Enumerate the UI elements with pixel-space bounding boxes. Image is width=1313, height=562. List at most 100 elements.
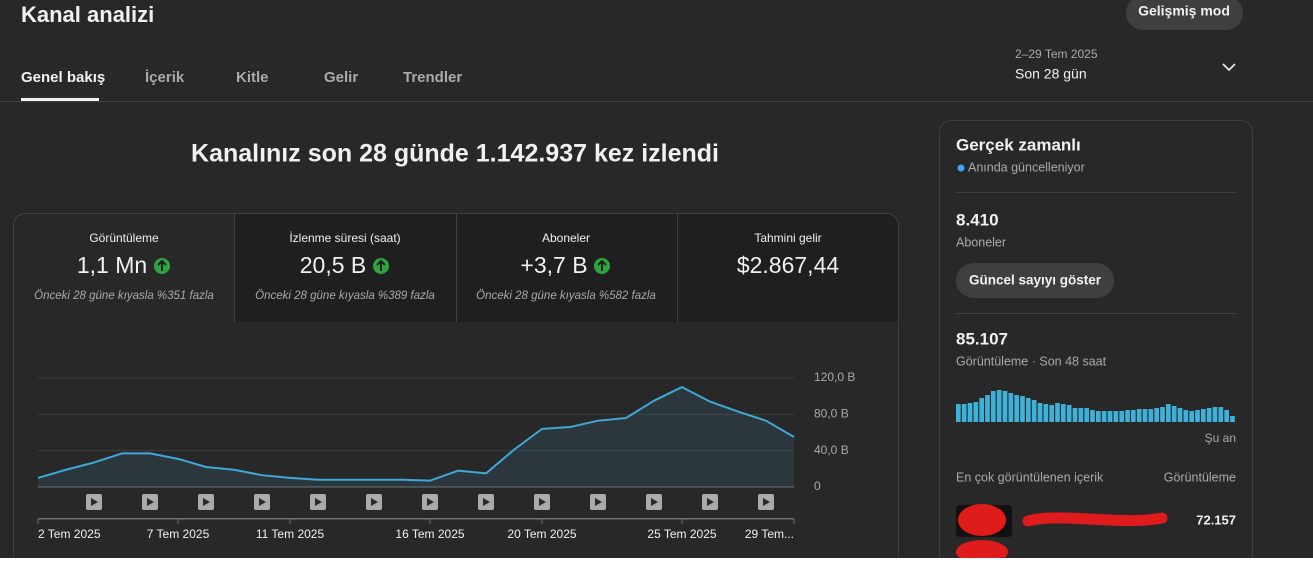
x-tick-label: 25 Tem 2025 bbox=[647, 527, 716, 541]
play-icon bbox=[483, 498, 490, 506]
metric-note: Önceki 28 güne kıyasla %582 fazla bbox=[476, 290, 656, 302]
play-icon bbox=[147, 498, 154, 506]
top-content-title: En çok görüntülenen içerik bbox=[956, 470, 1104, 484]
play-icon bbox=[595, 498, 602, 506]
bar bbox=[1201, 409, 1206, 422]
redaction bbox=[958, 504, 1006, 536]
play-icon bbox=[91, 498, 98, 506]
x-tick-label: 29 Tem... bbox=[745, 527, 794, 541]
bar bbox=[996, 390, 1002, 422]
tab[interactable]: İçerik bbox=[145, 69, 185, 86]
bar bbox=[1142, 409, 1148, 422]
bar bbox=[1014, 395, 1019, 422]
live-dot bbox=[957, 164, 965, 172]
realtime-status: Anında güncelleniyor bbox=[968, 160, 1085, 174]
play-icon bbox=[763, 498, 770, 506]
video-markers bbox=[38, 518, 794, 520]
tab[interactable]: Gelir bbox=[324, 69, 358, 86]
bar bbox=[1049, 405, 1054, 422]
play-icon bbox=[427, 498, 434, 506]
bar bbox=[1171, 406, 1177, 422]
tab-underline bbox=[21, 98, 99, 101]
view-label: Görüntüleme · Son 48 saat bbox=[956, 354, 1107, 368]
play-icon bbox=[259, 498, 266, 506]
metric-value: 20,5 B bbox=[300, 252, 367, 278]
y-tick-label: 120,0 B bbox=[814, 370, 855, 384]
bar bbox=[1195, 410, 1200, 422]
tab[interactable]: Genel bakış bbox=[21, 69, 105, 86]
bar bbox=[1212, 407, 1218, 422]
play-icon bbox=[539, 498, 546, 506]
bar bbox=[1177, 408, 1183, 422]
top-item-views: 72.157 bbox=[1196, 512, 1236, 527]
bar bbox=[1206, 408, 1212, 422]
bar bbox=[1183, 410, 1189, 422]
metric-label: Görüntüleme bbox=[89, 231, 159, 245]
bar bbox=[1078, 408, 1084, 422]
bar bbox=[991, 391, 996, 422]
metric-tab[interactable]: Görüntüleme 1,1 Mn Önceki 28 güne kıyasl… bbox=[34, 231, 214, 302]
tab-separator bbox=[234, 214, 235, 322]
bar bbox=[1002, 391, 1008, 422]
redaction bbox=[956, 540, 1008, 562]
metric-tab[interactable]: İzlenme süresi (saat) 20,5 B Önceki 28 g… bbox=[255, 231, 435, 302]
bar bbox=[973, 402, 979, 422]
divider bbox=[956, 313, 1236, 314]
bar bbox=[1119, 411, 1124, 422]
advanced-mode-label[interactable]: Gelişmiş mod bbox=[1138, 3, 1230, 19]
y-tick-label: 40,0 B bbox=[814, 443, 849, 457]
metric-label: İzlenme süresi (saat) bbox=[289, 231, 400, 245]
tab[interactable]: Kitle bbox=[236, 69, 269, 86]
tab[interactable]: Trendler bbox=[403, 69, 462, 86]
bar bbox=[1113, 411, 1119, 422]
area bbox=[38, 387, 794, 487]
metric-value: +3,7 B bbox=[520, 252, 587, 278]
tab-separator bbox=[677, 214, 678, 322]
show-count-button[interactable] bbox=[956, 263, 1114, 298]
x-tick-label: 11 Tem 2025 bbox=[256, 527, 325, 541]
subscriber-label: Aboneler bbox=[956, 235, 1006, 249]
top-content-column: Görüntüleme bbox=[1164, 470, 1236, 484]
up-arrow bbox=[376, 259, 386, 271]
play-icon bbox=[203, 498, 210, 506]
tab-separator bbox=[456, 214, 457, 322]
metric-tabs-bg bbox=[235, 214, 898, 322]
metric-label: Tahmini gelir bbox=[754, 231, 821, 245]
y-tick-label: 0 bbox=[814, 479, 821, 493]
view-count: 85.107 bbox=[956, 329, 1008, 348]
bar bbox=[1230, 416, 1235, 422]
metric-tab[interactable]: Tahmini gelir $2.867,44 bbox=[737, 231, 840, 278]
headline: Kanalınız son 28 günde 1.142.937 kez izl… bbox=[191, 140, 719, 168]
metric-tab[interactable]: Aboneler +3,7 B Önceki 28 güne kıyasla %… bbox=[476, 231, 656, 302]
x-axis bbox=[38, 518, 794, 520]
bar bbox=[1031, 400, 1037, 422]
y-tick-label: 80,0 B bbox=[814, 407, 849, 421]
bar bbox=[1072, 408, 1078, 422]
bar bbox=[1084, 408, 1089, 422]
header-divider bbox=[0, 101, 1313, 102]
date-range[interactable]: 2–29 Tem 2025 bbox=[1015, 47, 1098, 61]
x-tick-label: 7 Tem 2025 bbox=[147, 527, 210, 541]
divider bbox=[956, 192, 1236, 193]
bar bbox=[1189, 411, 1194, 422]
advanced-mode-button[interactable] bbox=[1126, 0, 1243, 30]
bar bbox=[1037, 403, 1043, 422]
show-count-label[interactable]: Güncel sayıyı göster bbox=[969, 273, 1102, 288]
period[interactable]: Son 28 gün bbox=[1015, 66, 1087, 82]
play-icon bbox=[371, 498, 378, 506]
bar bbox=[961, 404, 967, 422]
x-tick-label: 2 Tem 2025 bbox=[38, 527, 101, 541]
bar bbox=[1125, 410, 1130, 422]
bar bbox=[979, 398, 984, 422]
subscriber-count: 8.410 bbox=[956, 210, 999, 229]
bar bbox=[1061, 404, 1066, 422]
bar bbox=[1107, 411, 1113, 422]
bar bbox=[1218, 407, 1224, 422]
line bbox=[37, 386, 795, 482]
chevron[interactable] bbox=[1222, 63, 1236, 72]
bar bbox=[1154, 408, 1159, 422]
up-arrow bbox=[157, 259, 167, 271]
bar bbox=[967, 403, 973, 422]
x-tick-label: 20 Tem 2025 bbox=[507, 527, 576, 541]
